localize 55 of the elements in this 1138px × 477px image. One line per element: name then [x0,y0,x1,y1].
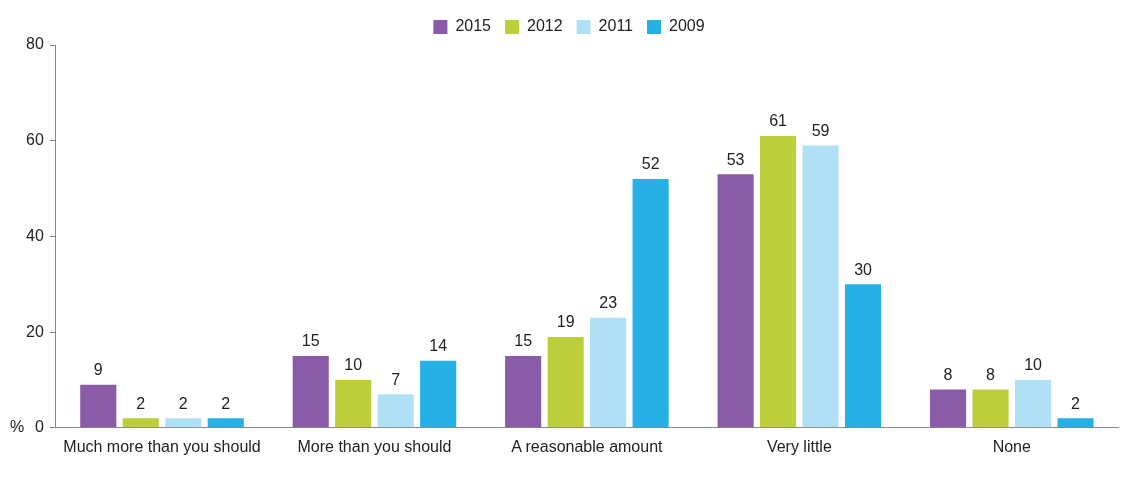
x-tick-label: Very little [766,437,832,455]
x-tick-label: More than you should [297,437,452,455]
bar [845,284,882,428]
data-label: 53 [726,150,745,168]
y-tick-label: 80 [26,35,44,53]
data-label: 2 [221,394,231,412]
y-tick-label: 20 [26,322,44,340]
data-label: 8 [943,365,953,383]
data-label: 23 [599,294,618,312]
x-tick-label: None [992,437,1032,455]
x-tick-label: Much more than you should [63,437,261,455]
data-label: 14 [429,337,448,355]
data-label: 61 [769,112,788,130]
y-tick-label: 60 [26,131,44,149]
bar [802,145,839,428]
data-label: 59 [811,121,830,139]
bar [335,379,372,428]
legend-label: 2015 [455,17,492,35]
bar [717,174,754,428]
bar [292,356,329,428]
bar [80,384,117,428]
data-label: 10 [1024,356,1043,374]
data-label: 9 [93,361,103,379]
bar [420,360,457,428]
data-label: 2 [178,394,188,412]
bar [547,336,584,428]
y-tick-label: 40 [26,226,44,244]
bar [760,135,797,428]
bar [590,317,627,428]
data-label: 2 [136,394,146,412]
y-tick-label: 0 [34,418,44,436]
data-label: 52 [641,155,660,173]
data-label: 7 [391,370,401,388]
data-label: 10 [344,356,363,374]
bar [1014,379,1052,428]
bar [929,389,967,428]
bar [377,394,414,428]
legend-label: 2012 [527,17,563,35]
data-label: 15 [514,332,533,350]
data-label: 2 [1071,394,1081,412]
x-tick-label: A reasonable amount [511,437,664,455]
legend-label: 2011 [598,17,634,35]
bar [1057,418,1094,428]
bar [632,178,669,428]
legend-label: 2009 [669,17,705,35]
bar [972,389,1009,428]
bar [122,418,159,428]
data-label: 8 [986,365,996,383]
bar [505,356,542,428]
bar [165,418,202,428]
data-label: 15 [301,332,320,350]
bar [207,418,244,428]
data-label: 19 [556,313,575,331]
data-label: 30 [854,260,873,278]
y-axis-title: % [10,418,25,436]
